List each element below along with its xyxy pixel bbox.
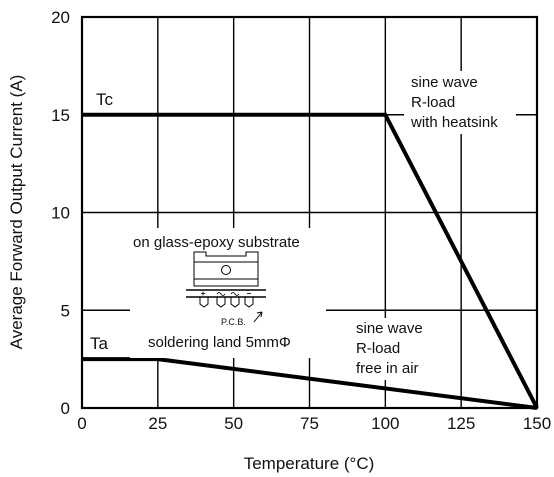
x-tick-labels: 0 25 50 75 100 125 150 <box>77 414 551 433</box>
y-tick-label: 20 <box>51 8 70 27</box>
y-tick-label: 5 <box>61 301 70 320</box>
soldering-land-label: soldering land 5mmΦ <box>148 334 291 351</box>
package-diagram <box>186 251 266 323</box>
x-tick-label: 100 <box>371 414 399 433</box>
y-tick-label: 15 <box>51 106 70 125</box>
x-axis-title: Temperature (°C) <box>244 454 375 473</box>
series-layer <box>82 112 539 410</box>
series-label-ta: Ta <box>90 334 109 353</box>
ta-condition-line-1: sine wave <box>356 320 423 337</box>
plot-frame <box>80 15 539 410</box>
x-tick-label: 25 <box>148 414 167 433</box>
pcb-label: P.C.B. <box>221 317 246 327</box>
y-tick-label: 0 <box>61 399 70 418</box>
y-axis-title: Average Forward Output Current (A) <box>7 75 26 350</box>
x-tick-label: 75 <box>300 414 319 433</box>
x-tick-label: 50 <box>224 414 243 433</box>
series-line-tc <box>82 112 539 409</box>
substrate-label: on glass-epoxy substrate <box>133 234 300 251</box>
series-label-tc: Tc <box>96 90 114 109</box>
tc-condition-line-3: with heatsink <box>410 114 498 131</box>
package-inset: on glass-epoxy substrate P.C.B <box>130 228 326 358</box>
tc-conditions: sine wave R-load with heatsink <box>404 71 516 134</box>
ta-conditions: sine wave R-load free in air <box>350 318 436 380</box>
y-tick-label: 10 <box>51 204 70 223</box>
tc-condition-line-2: R-load <box>411 94 455 111</box>
series-line-ta <box>82 357 538 410</box>
x-tick-label: 150 <box>523 414 551 433</box>
ta-condition-line-2: R-load <box>356 340 400 357</box>
x-tick-label: 125 <box>447 414 475 433</box>
x-tick-label: 0 <box>77 414 86 433</box>
ta-condition-line-3: free in air <box>356 360 419 377</box>
y-tick-labels: 0 5 10 15 20 <box>51 8 70 418</box>
tc-condition-line-1: sine wave <box>411 74 478 91</box>
